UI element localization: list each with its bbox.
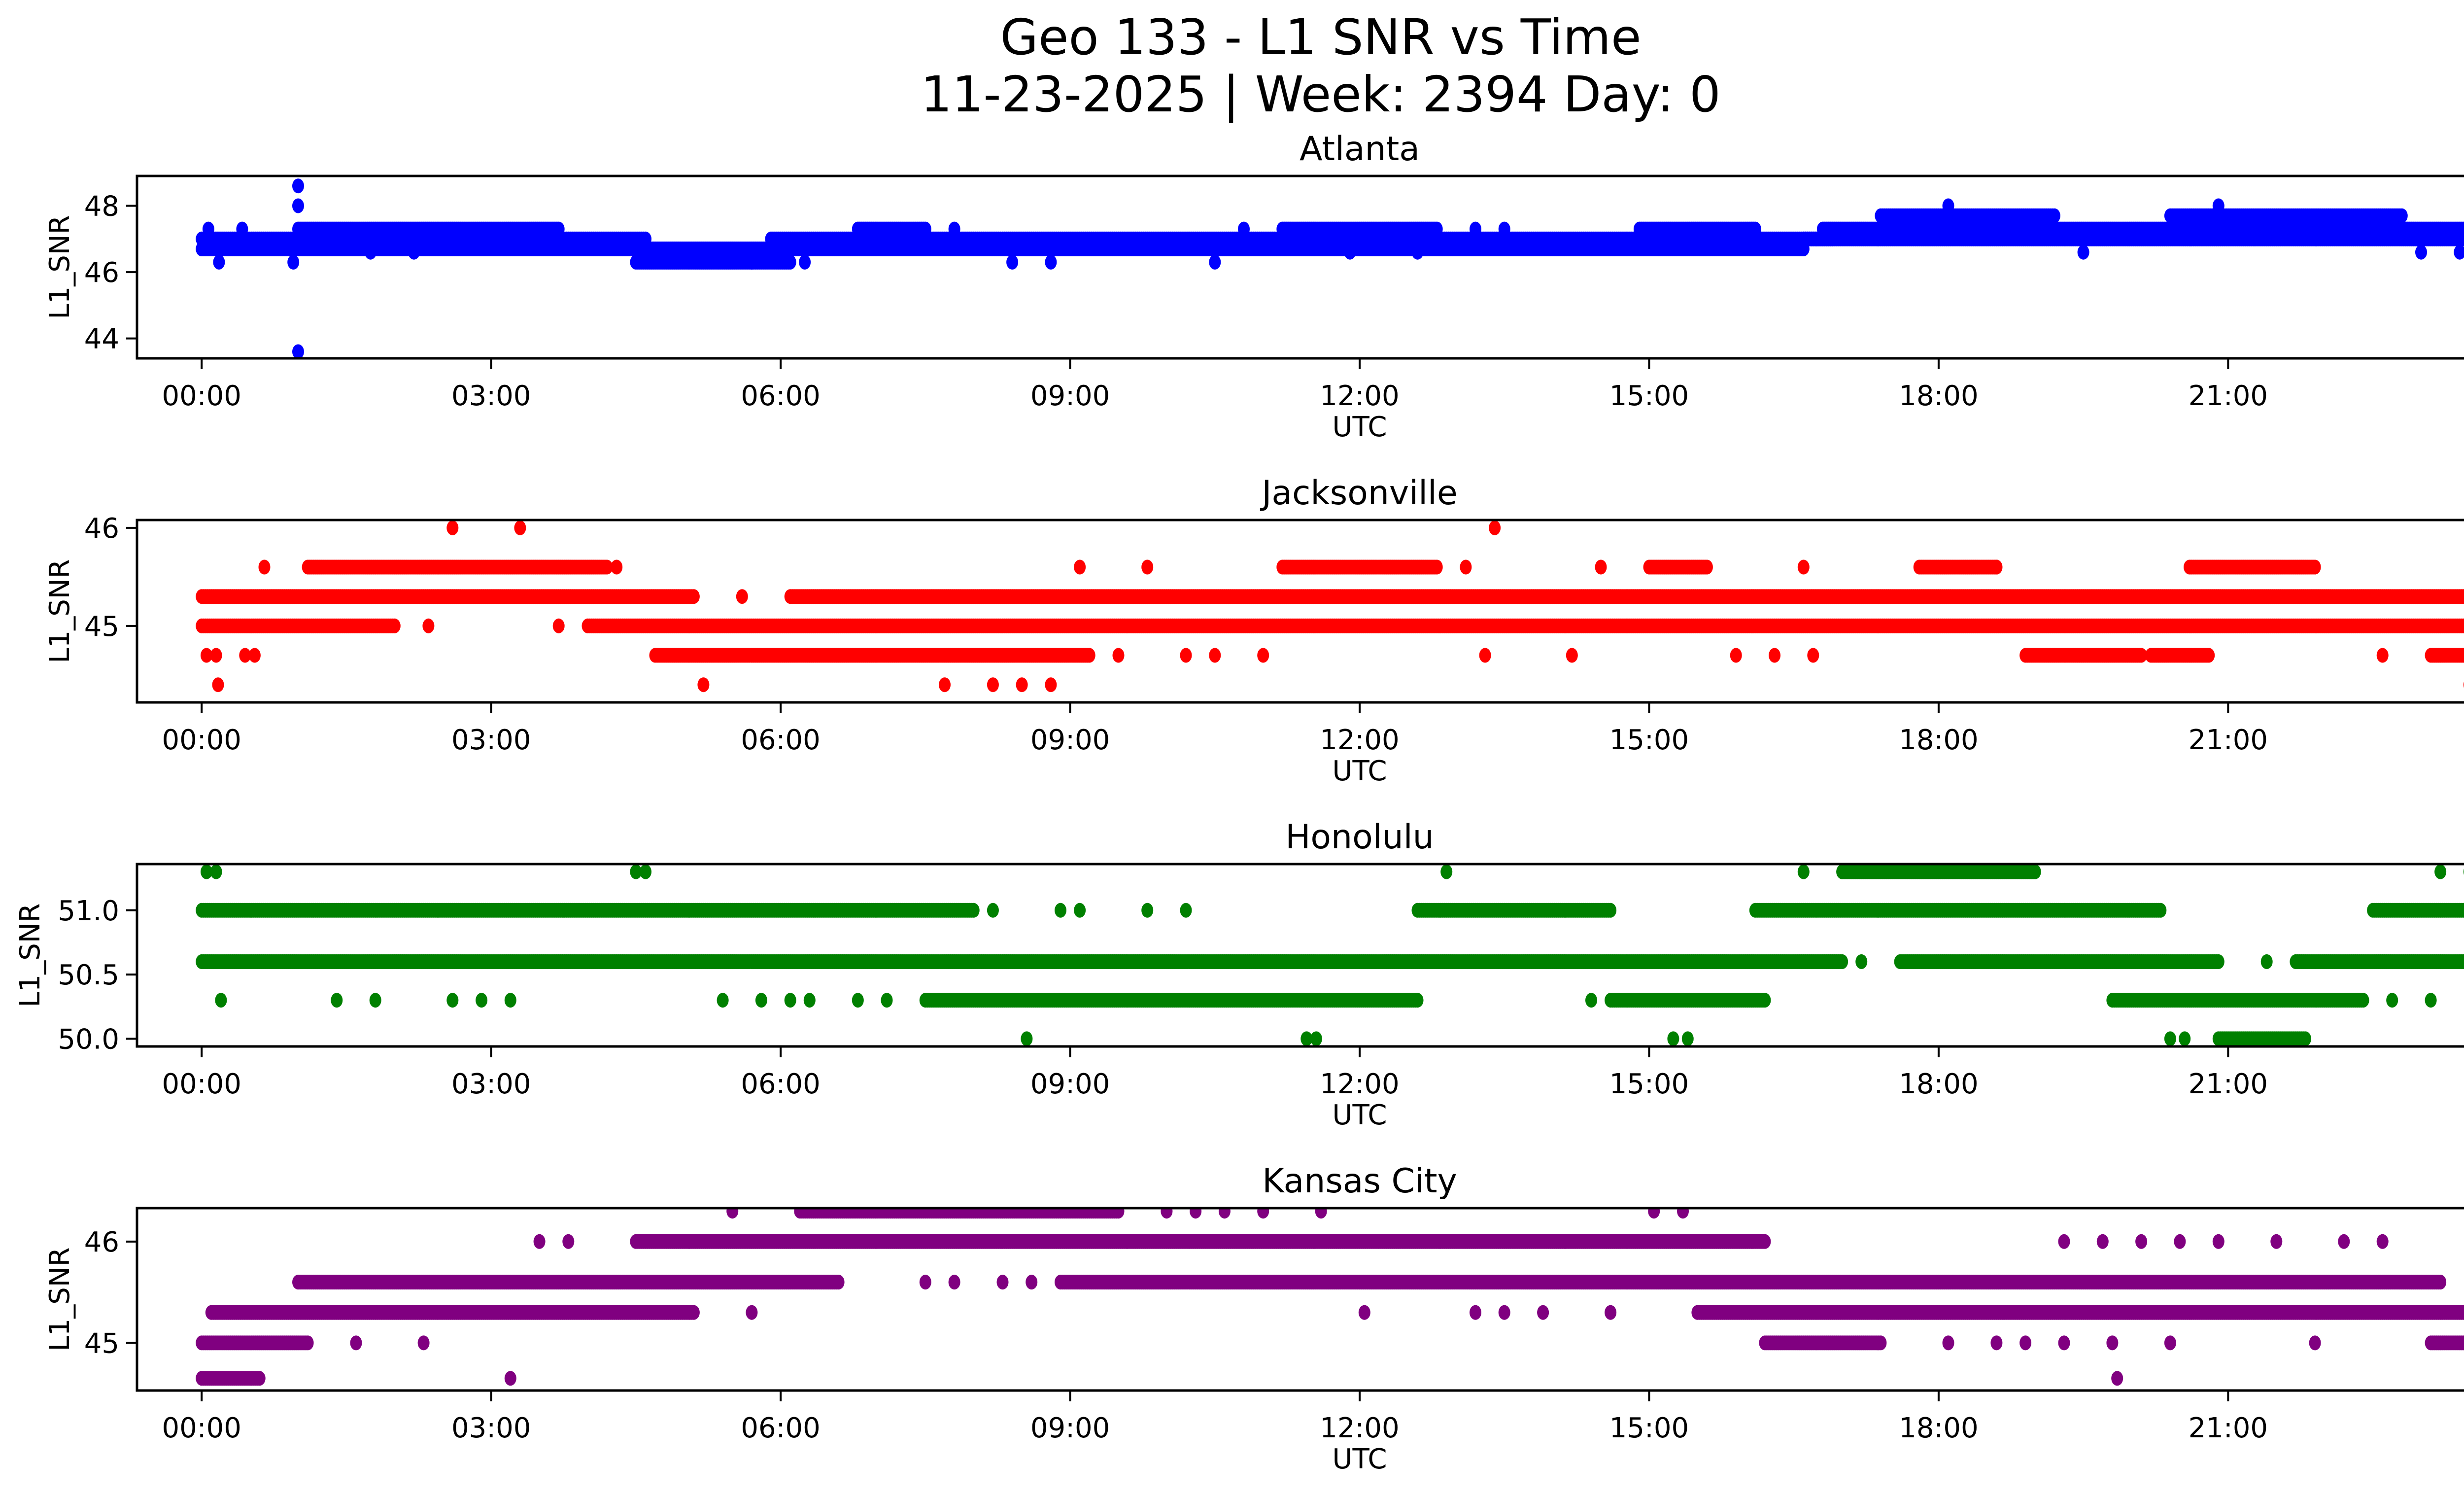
y-tick-label: 44 xyxy=(84,323,119,355)
y-axis-label: L1_SNR xyxy=(44,215,76,319)
x-tick-label: 21:00 xyxy=(2189,380,2268,412)
data-point xyxy=(388,618,401,633)
x-tick-label: 18:00 xyxy=(1899,380,1978,412)
data-point xyxy=(552,221,565,237)
x-tick-label: 03:00 xyxy=(451,380,531,412)
x-tick-label: 00:00 xyxy=(162,380,241,412)
subplot-jacksonville: Jacksonville UTC L1_SNR 00:00 03:00 06:00 0… xyxy=(44,474,2464,787)
y-tick-label: 48 xyxy=(84,191,119,223)
x-axis-label: UTC xyxy=(1332,755,1387,787)
data-point xyxy=(2462,620,2464,632)
figure-title-line1: Geo 133 - L1 SNR vs Time xyxy=(1000,8,1642,66)
x-tick-label: 15:00 xyxy=(1609,380,1689,412)
data-point xyxy=(1209,254,1221,270)
data-point xyxy=(202,221,214,237)
data-point xyxy=(2396,208,2408,223)
x-tick-label: 06:00 xyxy=(741,380,820,412)
data-point xyxy=(784,254,796,270)
data-point xyxy=(1045,254,1057,270)
data-point xyxy=(1498,221,1510,237)
data-point xyxy=(1749,221,1761,237)
data-point xyxy=(1344,244,1356,260)
data-point xyxy=(601,559,613,575)
data-point xyxy=(799,254,811,270)
y-tick-label: 46 xyxy=(84,257,119,289)
y-axis-label: L1_SNR xyxy=(44,559,76,663)
data-point xyxy=(287,254,300,270)
data-point xyxy=(236,221,248,237)
data-point xyxy=(2462,233,2464,245)
data-point xyxy=(2212,198,2224,213)
x-tick-label: 12:00 xyxy=(1320,380,1399,412)
data-point xyxy=(2048,208,2060,223)
subplot-title: Atlanta xyxy=(1300,130,1420,169)
data-point xyxy=(1006,254,1019,270)
data-point xyxy=(687,589,700,604)
data-point xyxy=(364,244,376,260)
figure-title-line2: 11-23-2025 | Week: 2394 Day: 0 xyxy=(921,66,1720,123)
data-point xyxy=(292,178,304,194)
data-point xyxy=(213,254,225,270)
subplot-atlanta: Atlanta UTC L1_SNR 00:00 03:00 06:00 09:00 1… xyxy=(44,130,2464,443)
data-point xyxy=(948,221,960,237)
data-point xyxy=(292,344,304,358)
subplot-title: Jacksonville xyxy=(1260,474,1457,513)
x-tick-label: 09:00 xyxy=(1030,380,1110,412)
data-point xyxy=(746,254,758,270)
data-point xyxy=(1470,221,1481,237)
data-point xyxy=(292,198,304,213)
scatter-series xyxy=(196,178,2464,358)
data-point xyxy=(2454,244,2464,260)
data-point xyxy=(2077,244,2089,260)
data-point xyxy=(408,244,420,260)
data-point xyxy=(2415,244,2427,260)
scatter-series xyxy=(196,520,2464,693)
data-point xyxy=(1238,221,1250,237)
data-point xyxy=(1431,221,1443,237)
x-axis-label: UTC xyxy=(1332,411,1387,443)
data-point xyxy=(1942,198,1954,213)
data-point xyxy=(919,221,931,237)
data-point xyxy=(1411,244,1424,260)
